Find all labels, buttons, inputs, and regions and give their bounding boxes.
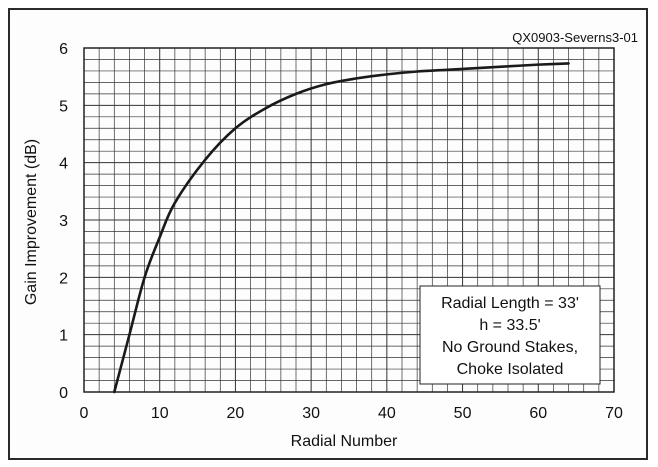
x-tick-label: 10 xyxy=(151,405,169,422)
annotation-line-2: h = 33.5' xyxy=(479,317,540,334)
y-tick-label: 6 xyxy=(59,41,68,58)
y-tick-label: 0 xyxy=(59,385,68,402)
series-layer xyxy=(112,62,570,394)
x-tick-label: 60 xyxy=(529,405,547,422)
annotation-line-3: No Ground Stakes, xyxy=(442,339,578,356)
y-tick-label: 1 xyxy=(59,328,68,345)
y-tick-label: 4 xyxy=(59,156,68,173)
annotation-box: Radial Length = 33' h = 33.5' No Ground … xyxy=(419,285,601,385)
x-tick-label: 30 xyxy=(302,405,320,422)
y-tick-label: 2 xyxy=(59,270,68,287)
annotation-line-1: Radial Length = 33' xyxy=(441,295,579,312)
x-tick-label: 50 xyxy=(454,405,472,422)
gain-curve-line xyxy=(112,62,570,394)
figure-id: QX0903-Severns3-01 xyxy=(512,30,638,45)
x-axis-title: Radial Number xyxy=(291,433,398,450)
x-tick-label: 20 xyxy=(227,405,245,422)
annotation-line-4: Choke Isolated xyxy=(457,361,564,378)
x-tick-labels: 0 10 20 30 40 50 60 70 xyxy=(80,405,623,422)
x-tick-label: 40 xyxy=(378,405,396,422)
y-tick-labels: 0 1 2 3 4 5 6 xyxy=(59,41,68,402)
plot-area-border xyxy=(83,47,615,393)
y-tick-label: 3 xyxy=(59,213,68,230)
y-tick-label: 5 xyxy=(59,98,68,115)
x-tick-label: 0 xyxy=(80,405,89,422)
x-tick-label: 70 xyxy=(605,405,623,422)
y-axis-title: Gain Improvement (dB) xyxy=(23,139,40,305)
